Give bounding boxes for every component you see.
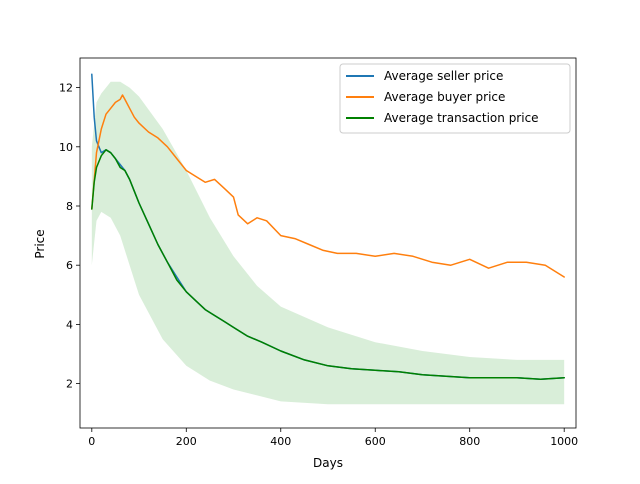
y-axis-ticks: 2 4 6 8 10 12	[59, 82, 80, 391]
x-axis-ticks: 0 200 400 600 800 1000	[88, 428, 578, 448]
x-tick-label: 200	[176, 435, 197, 448]
y-tick-label: 10	[59, 141, 73, 154]
series-line-2	[91, 149, 565, 380]
spread-band-area	[91, 81, 565, 405]
x-tick-label: 600	[365, 435, 386, 448]
plot-frame	[79, 57, 577, 429]
x-axis-label: Days	[313, 456, 343, 470]
y-tick-label: 8	[66, 200, 73, 213]
axes	[79, 57, 577, 429]
x-tick-label: 0	[88, 435, 95, 448]
y-tick-label: 4	[66, 318, 73, 331]
y-tick-label: 12	[59, 82, 73, 95]
legend-label-2: Average transaction price	[384, 111, 539, 125]
legend: Average seller price Average buyer price A…	[339, 63, 571, 134]
legend-box	[339, 63, 571, 134]
y-axis-label: Price	[33, 229, 47, 258]
x-tick-label: 400	[270, 435, 291, 448]
series-lines	[91, 73, 565, 380]
x-tick-label: 800	[459, 435, 480, 448]
legend-label-0: Average seller price	[384, 69, 503, 83]
series-line-1	[91, 94, 565, 278]
y-tick-label: 6	[66, 259, 73, 272]
x-tick-label: 1000	[550, 435, 578, 448]
transaction-spread-band	[91, 81, 565, 405]
y-tick-label: 2	[66, 378, 73, 391]
legend-label-1: Average buyer price	[384, 90, 505, 104]
